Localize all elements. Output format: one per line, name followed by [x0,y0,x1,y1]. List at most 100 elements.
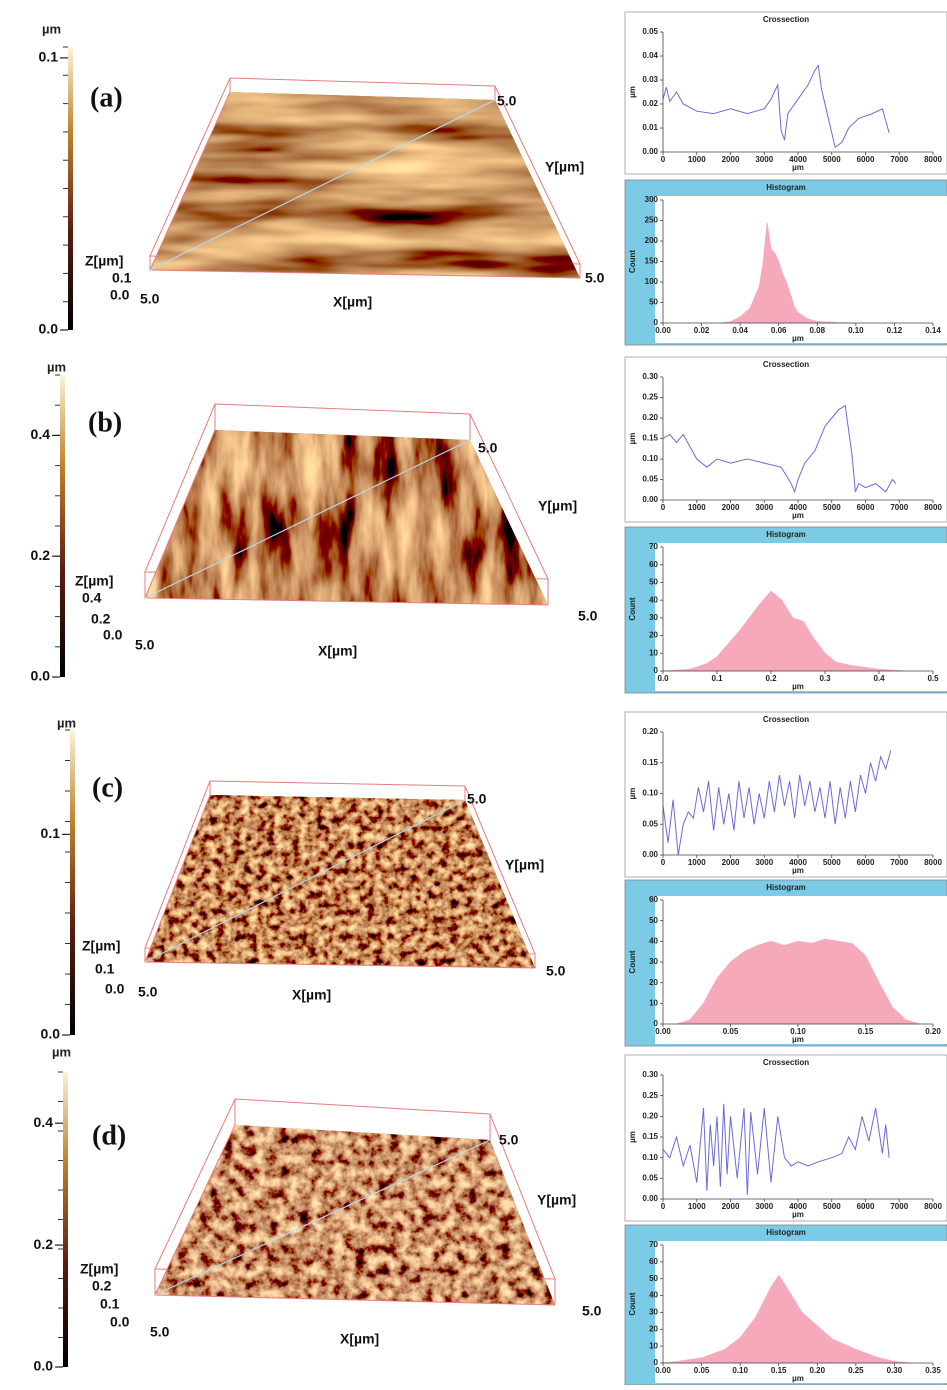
y-axis-label: Y[µm] [505,857,544,873]
x-tick-label: 6000 [857,858,875,867]
colorbar-unit: µm [42,21,61,36]
chart-title: Histogram [766,883,806,892]
y-tick-label: 0.05 [642,27,658,36]
z-tick-label: 0.1 [100,1296,120,1312]
colorbar-unit: µm [47,359,66,374]
x-axis-label: µm [792,1210,804,1219]
panel-label: (d) [92,1120,126,1151]
x-tick-label: 5000 [823,1202,841,1211]
colorbar-tick-label: 0.4 [34,1114,54,1130]
y-tick-label: 0 [654,1358,659,1367]
chart-title: Crossection [763,1058,809,1067]
y-end-label: 5.0 [497,93,517,109]
x-tick-label: 0.25 [848,1366,864,1375]
x-tick-label: 0.20 [809,1366,825,1375]
y-end-label: 5.0 [478,440,498,456]
x-tick-label: 0.08 [809,326,825,335]
x-tick-label: 0.00 [655,1366,671,1375]
y-tick-label: 50 [649,298,658,307]
panel-label: (b) [88,407,122,438]
x-axis-label: µm [792,163,804,172]
crossection-frame [624,356,947,523]
x-axis-label: µm [792,1374,804,1383]
origin-label: 5.0 [140,291,160,307]
z-axis-label: Z[µm] [75,573,113,589]
x-axis-label: X[µm] [318,643,357,659]
y-tick-label: 0.02 [642,99,658,108]
z-tick-label: 0.4 [82,590,102,606]
y-tick-label: 0 [654,666,659,675]
histogram-area [662,590,907,672]
profile-line [662,404,897,494]
y-tick-label: 20 [649,978,658,987]
y-tick-label: 100 [645,277,659,286]
section-line [144,799,466,963]
x-tick-label: 0.3 [819,674,831,683]
x-tick-label: 0.15 [771,1366,787,1375]
crossection-frame [624,11,947,175]
y-tick-label: 0.20 [642,1111,658,1120]
x-tick-label: 3000 [755,503,773,512]
z-axis-label: Z[µm] [82,938,120,954]
x-tick-label: 6000 [857,1202,875,1211]
colorbar [63,1072,68,1367]
x-axis-label: X[µm] [340,1331,379,1347]
x-tick-label: 0.05 [723,1027,739,1036]
y-end-label: 5.0 [467,791,487,807]
section-line [149,99,496,271]
x-tick-label: 1000 [688,503,706,512]
panel-label: (a) [90,82,123,113]
chart-title: Crossection [763,360,809,369]
y-tick-label: 10 [649,998,658,1007]
y-tick-label: 150 [645,257,659,266]
x-tick-label: 0.1 [711,674,723,683]
y-tick-label: 60 [649,1257,658,1266]
colorbar [70,730,75,1035]
afm-surface [145,430,548,605]
z-tick-label: 0.1 [112,270,132,286]
y-tick-label: 0.15 [642,758,658,767]
y-tick-label: 0 [654,1019,659,1028]
y-tick-label: 0 [654,318,659,327]
x-tick-label: 0.00 [655,326,671,335]
x-tick-label: 0.2 [765,674,777,683]
crossection-frame [624,711,947,878]
x-tick-label: 0.06 [771,326,787,335]
x-tick-label: 0.14 [925,326,941,335]
y-tick-label: 60 [649,560,658,569]
y-axis-label: µm [628,788,637,800]
x-axis-label: µm [792,511,804,520]
y-tick-label: 0.25 [642,1091,658,1100]
colorbar-tick-label: 0.0 [34,1358,54,1374]
panel-label: (c) [92,772,123,803]
histogram-area [676,938,920,1025]
afm-surface [145,795,535,968]
x-end-label: 5.0 [582,1303,602,1319]
x-tick-label: 0.15 [858,1027,874,1036]
x-tick-label: 4000 [789,503,807,512]
x-tick-label: 1000 [688,1202,706,1211]
afm-surface [150,92,580,278]
section-line [154,1139,491,1296]
y-tick-label: 0.30 [642,372,658,381]
x-tick-label: 3000 [755,858,773,867]
y-axis-label: Count [628,597,637,620]
x-tick-label: 5000 [823,503,841,512]
z-axis-label: Z[µm] [80,1261,118,1277]
colorbar-tick-label: 0.1 [39,49,59,65]
x-tick-label: 0 [661,858,666,867]
y-tick-label: 0.30 [642,1070,658,1079]
origin-label: 5.0 [135,637,155,653]
y-tick-label: 10 [649,648,658,657]
x-tick-label: 0.12 [887,326,903,335]
y-tick-label: 0.01 [642,123,658,132]
x-tick-label: 0.20 [925,1027,941,1036]
z-tick-label: 0.0 [110,1314,130,1330]
x-axis-label: X[µm] [333,294,372,310]
y-tick-label: 40 [649,1291,658,1300]
y-tick-label: 40 [649,936,658,945]
colorbar-tick-label: 0.2 [31,547,51,563]
y-axis-label: µm [628,86,637,98]
y-tick-label: 200 [645,236,659,245]
y-axis-label: Y[µm] [545,159,584,175]
